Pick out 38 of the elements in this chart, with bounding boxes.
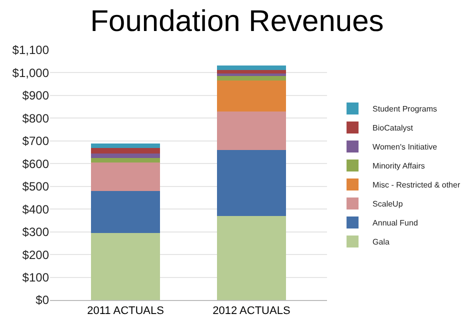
bar: [216, 80, 286, 112]
bar: [90, 158, 160, 162]
bar: [90, 190, 160, 233]
y-tick-label: $500: [22, 180, 50, 194]
y-tick-label: $800: [22, 111, 50, 126]
bar: [216, 216, 286, 300]
chart-title: Foundation Revenues: [90, 4, 384, 38]
bar: [90, 162, 160, 191]
y-tick-label: $300: [22, 225, 50, 240]
legend-label: ScaleUp: [372, 200, 404, 209]
y-tick-label: $1,100: [12, 43, 50, 58]
y-tick-label: $100: [22, 270, 50, 284]
y-tick-label: $1,000: [12, 66, 50, 80]
bar: [90, 144, 160, 148]
legend-label: Minority Affairs: [372, 162, 425, 171]
y-tick-label: $900: [22, 88, 50, 103]
y-tick-label: $400: [22, 202, 50, 216]
bar: [216, 76, 286, 81]
x-tick-label: 2011 ACTUALS: [87, 305, 164, 318]
bar: [216, 150, 286, 216]
y-tick-label: $700: [22, 134, 50, 148]
y-tick-label: $600: [22, 156, 50, 171]
bar: [216, 66, 286, 70]
bar: [90, 232, 160, 300]
legend-label: Women's Initiative: [372, 142, 438, 152]
bar: [216, 70, 286, 74]
bar: [90, 148, 160, 154]
bar: [90, 153, 160, 158]
legend-label: Gala: [372, 238, 390, 247]
legend-label: Student Programs: [372, 104, 438, 114]
y-tick-label: $200: [22, 248, 50, 262]
bar: [216, 111, 286, 150]
x-tick-label: 2012 ACTUALS: [212, 305, 290, 318]
bar: [216, 73, 286, 76]
legend-label: BioCatalyst: [372, 124, 414, 133]
legend-label: Annual Fund: [372, 218, 418, 228]
legend-label: Misc - Restricted & other: [372, 180, 460, 190]
y-tick-label: $0: [36, 293, 50, 308]
